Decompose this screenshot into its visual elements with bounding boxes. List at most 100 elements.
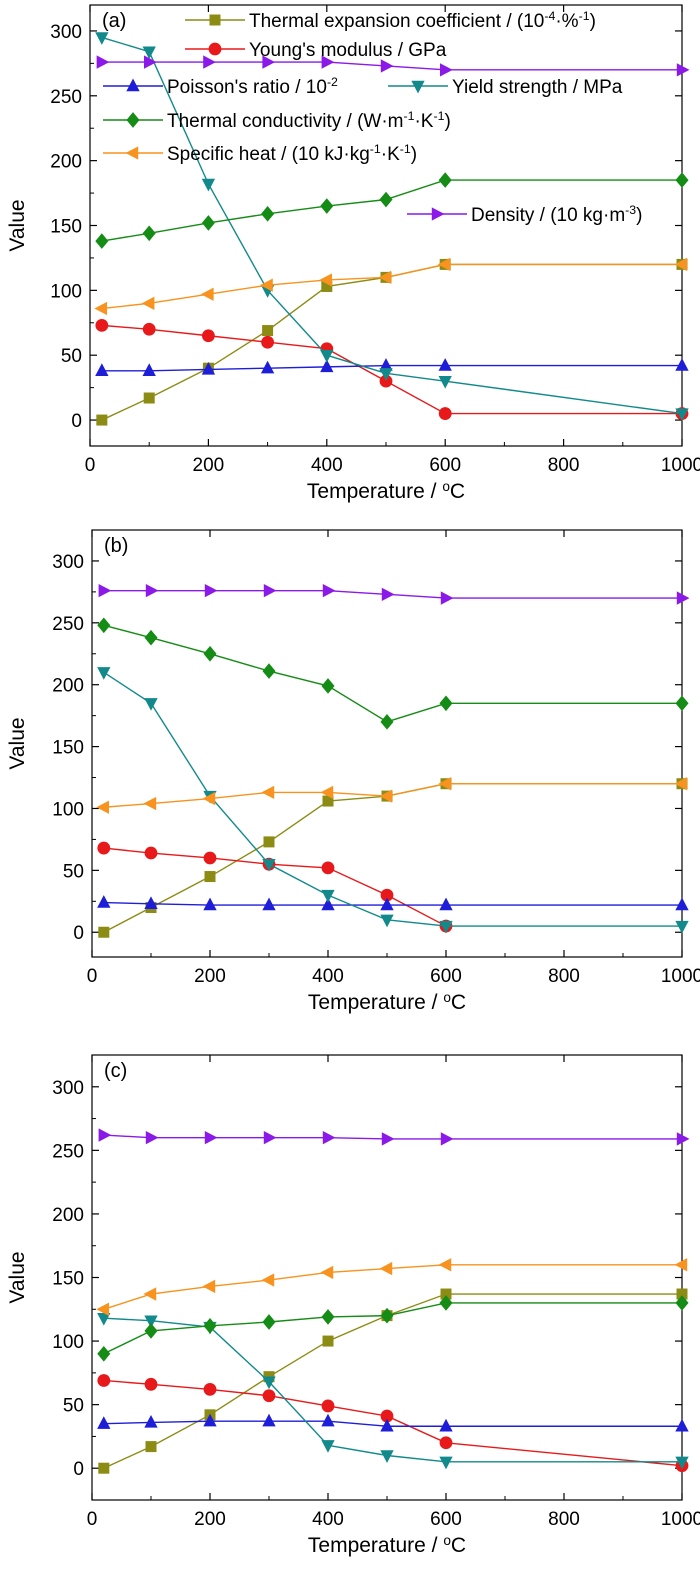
series-poisson-ratio xyxy=(97,1413,689,1432)
data-point xyxy=(380,897,394,911)
data-point xyxy=(439,920,453,934)
series-line xyxy=(101,324,682,415)
data-point xyxy=(142,225,156,242)
series-thermal-expansion xyxy=(98,778,688,938)
data-point xyxy=(322,1335,334,1347)
data-point xyxy=(144,1315,158,1329)
x-axis-title: Temperature / oC xyxy=(308,990,466,1015)
y-tick-label: 150 xyxy=(52,1269,84,1290)
y-tick-label: 250 xyxy=(52,614,84,635)
data-point xyxy=(439,63,453,77)
data-point xyxy=(95,233,109,249)
text-run: ) xyxy=(590,11,596,32)
series-line xyxy=(103,1293,682,1469)
data-point xyxy=(98,926,110,938)
data-point xyxy=(95,363,109,376)
y-tick-label: 0 xyxy=(71,411,82,432)
data-point xyxy=(260,360,275,374)
superscript-run: -1 xyxy=(400,142,411,156)
data-point xyxy=(143,55,157,69)
data-point xyxy=(438,375,452,389)
text-run: ·% xyxy=(555,11,578,32)
x-axis-title: Temperature / oC xyxy=(308,1533,466,1558)
series-line xyxy=(103,671,682,927)
y-tick-label: 200 xyxy=(52,676,84,697)
data-point xyxy=(676,1132,690,1146)
data-point xyxy=(97,1416,111,1429)
data-point xyxy=(380,1418,394,1432)
text-run: Specific heat / (10 kJ·kg xyxy=(167,144,370,165)
data-point xyxy=(144,1414,158,1428)
data-point xyxy=(262,325,274,337)
superscript-run: -1 xyxy=(433,109,444,123)
legend-entry-thermal-conductivity: Thermal conductivity / (W·m-1·K-1) xyxy=(103,109,451,132)
series-yield-strength xyxy=(97,1312,689,1470)
data-point xyxy=(263,1130,277,1145)
data-point xyxy=(142,363,156,376)
x-tick-label: 800 xyxy=(548,1509,580,1530)
y-tick-label: 50 xyxy=(61,346,82,367)
text-run: Thermal expansion coefficient / (10 xyxy=(249,11,544,32)
data-point xyxy=(380,914,394,928)
data-point xyxy=(320,350,334,363)
superscript-run: -1 xyxy=(579,9,590,23)
data-point xyxy=(144,1377,158,1391)
data-point xyxy=(143,796,157,811)
data-point xyxy=(262,1376,276,1390)
data-point xyxy=(437,257,451,272)
data-point xyxy=(379,368,393,381)
data-point xyxy=(440,591,454,605)
series-line xyxy=(103,1420,682,1427)
data-point xyxy=(144,698,158,711)
data-point xyxy=(141,296,155,310)
data-point xyxy=(439,695,453,712)
data-point xyxy=(262,858,276,872)
data-point xyxy=(261,1273,275,1287)
x-tick-label: 0 xyxy=(85,455,96,476)
series-line xyxy=(103,1134,682,1140)
y-tick-label: 300 xyxy=(52,1078,84,1099)
y-tick-label: 150 xyxy=(52,738,84,759)
data-point xyxy=(675,897,689,911)
legend-label: Specific heat / (10 kJ·kg-1·K-1) xyxy=(167,142,417,165)
legend-entry-thermal-expansion: Thermal expansion coefficient / (10-4·%-… xyxy=(185,9,596,32)
data-point xyxy=(145,1441,157,1453)
data-point xyxy=(96,55,110,69)
data-point xyxy=(97,1374,111,1387)
data-point xyxy=(95,32,109,45)
data-point xyxy=(675,1418,689,1432)
panel-label: (b) xyxy=(104,535,128,557)
data-point xyxy=(202,1279,216,1294)
x-tick-label: 1000 xyxy=(661,455,700,476)
y-tick-label: 0 xyxy=(73,923,84,944)
data-point xyxy=(144,896,158,909)
data-point xyxy=(202,791,216,806)
y-tick-label: 200 xyxy=(50,152,82,173)
data-point xyxy=(321,1440,335,1453)
series-line xyxy=(101,263,682,421)
y-axis-title: Value xyxy=(6,199,29,251)
data-point xyxy=(380,59,394,73)
data-point xyxy=(96,1302,109,1316)
series-line xyxy=(103,901,682,906)
data-point xyxy=(96,800,109,814)
series-line xyxy=(101,179,682,242)
y-axis-title: Value xyxy=(6,1251,29,1303)
data-point xyxy=(675,920,689,934)
data-point xyxy=(379,191,393,208)
x-tick-label: 400 xyxy=(312,1509,344,1530)
text-run: Thermal conductivity / (W·m xyxy=(167,111,403,132)
plot-frame xyxy=(91,1054,683,1501)
data-point xyxy=(381,1132,395,1146)
data-point xyxy=(200,287,214,301)
text-run: Temperature / xyxy=(307,480,442,503)
legend-marker xyxy=(208,42,222,56)
data-point xyxy=(438,407,452,420)
data-point xyxy=(438,358,452,371)
data-point xyxy=(380,714,394,730)
x-tick-label: 800 xyxy=(548,455,580,476)
data-point xyxy=(143,1287,157,1301)
data-point xyxy=(439,1295,453,1311)
data-point xyxy=(438,1258,452,1272)
data-point xyxy=(321,1413,335,1427)
